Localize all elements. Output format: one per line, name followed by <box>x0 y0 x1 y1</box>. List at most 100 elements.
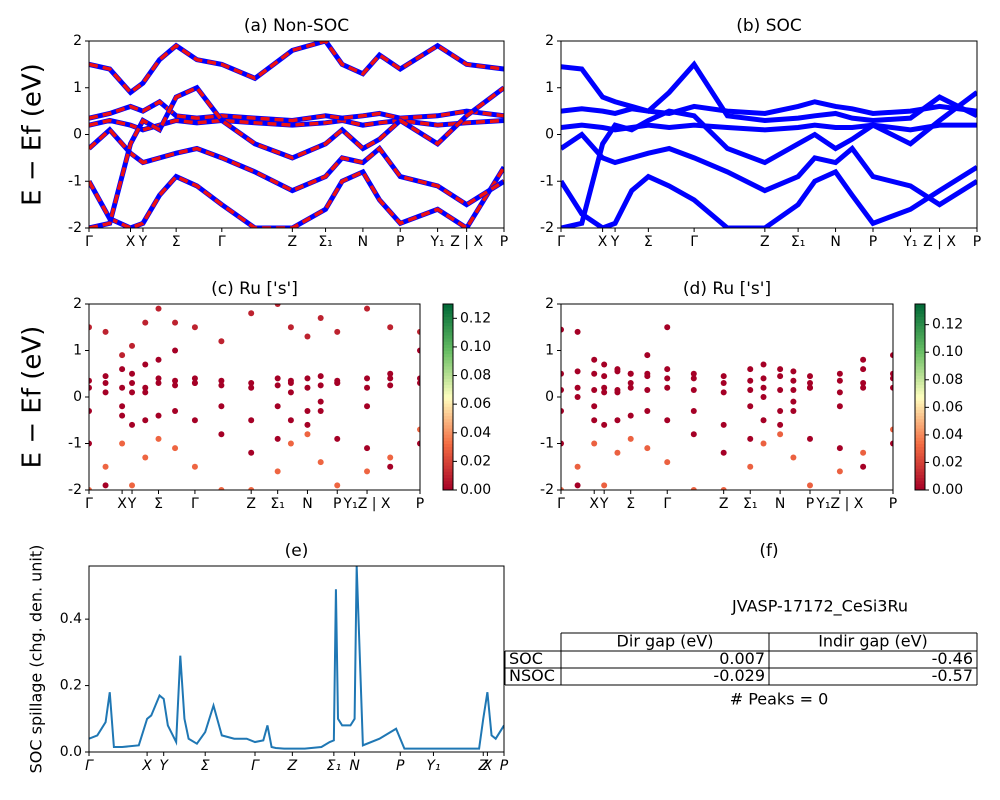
colorbar-step <box>443 362 453 367</box>
x-tick-label: Σ <box>154 496 163 512</box>
band-point <box>574 394 581 400</box>
plot-area <box>89 41 504 228</box>
band-point <box>790 454 797 461</box>
band-point <box>274 403 281 410</box>
x-tick-label: Z <box>246 496 256 512</box>
x-tick-label: Σ <box>626 496 635 512</box>
band-point <box>644 370 651 377</box>
band-point <box>129 482 136 489</box>
colorbar-step <box>915 387 925 392</box>
axes-frame <box>560 303 894 491</box>
y-tick-label: -2 <box>68 220 82 236</box>
band-point <box>720 389 727 396</box>
y-tick-label: -1 <box>68 436 82 452</box>
x-tick-label: X <box>117 496 127 512</box>
band <box>561 131 977 208</box>
band-point <box>191 380 198 387</box>
band-point <box>387 463 394 470</box>
band-point <box>304 407 311 414</box>
band <box>561 60 977 123</box>
colorbar-step <box>915 335 925 339</box>
band-point <box>860 449 867 456</box>
band-point <box>591 403 598 410</box>
band-point <box>287 324 294 331</box>
y-tick-label: 1 <box>73 343 82 359</box>
band-point <box>561 407 564 414</box>
colorbar-step <box>443 372 453 376</box>
band-point <box>129 342 136 349</box>
band-point <box>248 487 255 490</box>
band-point <box>317 382 324 389</box>
colorbar-step <box>915 465 925 469</box>
x-tick-label: Y₁ <box>426 758 440 774</box>
colorbar-step <box>915 431 925 435</box>
colorbar-step <box>443 403 453 407</box>
band-point <box>129 389 136 396</box>
x-tick-label: Z | X <box>923 234 956 250</box>
x-tick-label: Σ₁ <box>743 496 757 512</box>
colorbar-step <box>443 350 453 355</box>
band-point <box>334 328 341 335</box>
x-tick-label: Γ <box>690 234 698 250</box>
x-tick-label: Γ <box>218 234 226 250</box>
band <box>89 98 504 123</box>
band-point <box>627 370 634 377</box>
y-tick-label: 0 <box>73 389 82 405</box>
colorbar-step <box>443 341 453 345</box>
x-tick-label: Z <box>477 758 488 774</box>
x-tick-label: Y <box>159 758 169 774</box>
colorbar-step <box>915 443 925 448</box>
colorbar-step <box>443 440 453 444</box>
band-point <box>172 377 179 384</box>
band-point <box>218 377 225 384</box>
band-point <box>417 380 420 387</box>
band-point <box>317 398 324 405</box>
colorbar-frame <box>442 303 454 491</box>
colorbar-step <box>915 446 925 451</box>
colorbar-step <box>443 366 453 370</box>
spillage-line <box>89 566 504 750</box>
x-tick-label: P <box>500 758 509 774</box>
panel-title: (c) Ru ['s'] <box>211 279 298 299</box>
band-point <box>119 366 126 373</box>
colorbar-step <box>443 471 453 475</box>
band-point <box>860 463 867 470</box>
band-point <box>172 407 179 414</box>
table-cell: -0.46 <box>932 649 973 668</box>
band-point <box>317 373 324 380</box>
band-overlay <box>89 166 504 228</box>
y-tick-label: -2 <box>540 220 554 236</box>
band-point <box>218 431 225 438</box>
x-tick-label: N <box>349 758 360 774</box>
band-point <box>287 417 294 424</box>
band <box>561 90 977 228</box>
y-tick-label: 1 <box>73 80 82 96</box>
x-tick-label: Y <box>599 496 609 512</box>
band-point <box>836 377 843 384</box>
colorbar-step <box>443 344 453 348</box>
band-point <box>591 387 598 394</box>
x-tick-label: P <box>396 758 405 774</box>
band-point <box>142 454 149 461</box>
colorbar-step <box>915 344 925 348</box>
band-point <box>890 352 893 359</box>
colorbar-step <box>443 465 453 469</box>
band-point <box>836 403 843 410</box>
colorbar-step <box>443 421 453 426</box>
band-point <box>119 384 126 391</box>
colorbar-tick-label: 0.06 <box>932 399 963 415</box>
band-point <box>574 482 581 489</box>
band-point <box>860 356 867 363</box>
x-tick-label: Γ <box>85 758 94 774</box>
colorbar-step <box>443 477 453 482</box>
band-point <box>155 435 162 442</box>
colorbar-step <box>915 378 925 382</box>
band-point <box>807 384 813 391</box>
y-tick-label: -2 <box>540 482 554 498</box>
band-point <box>274 382 281 389</box>
band-point <box>601 361 608 368</box>
band-point <box>155 380 162 387</box>
y-axis-label: E − Ef (eV) <box>18 63 48 206</box>
band-point <box>836 445 843 452</box>
band-point <box>155 305 162 312</box>
